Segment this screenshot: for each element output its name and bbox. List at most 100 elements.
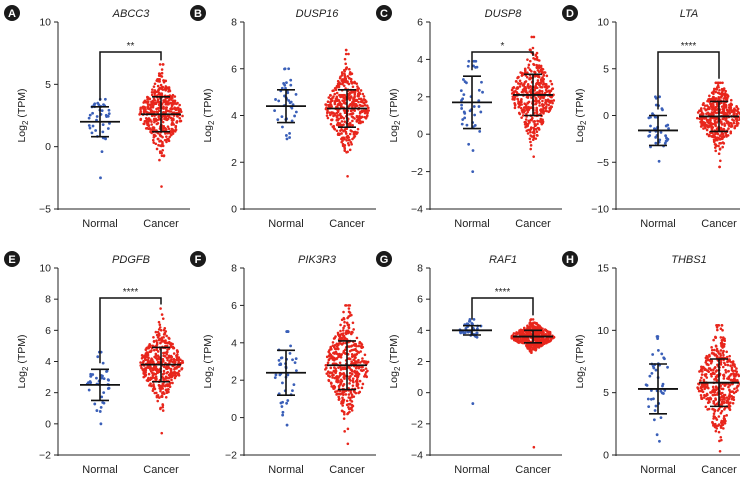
data-point bbox=[721, 365, 725, 369]
data-point bbox=[107, 112, 111, 116]
significance-label: **** bbox=[123, 287, 139, 298]
data-point bbox=[157, 328, 161, 331]
data-point bbox=[516, 340, 520, 343]
data-point bbox=[705, 124, 709, 127]
data-point bbox=[711, 134, 714, 138]
data-point bbox=[350, 330, 354, 334]
data-point bbox=[165, 138, 169, 141]
data-point bbox=[287, 67, 291, 71]
data-point bbox=[721, 117, 725, 121]
data-point bbox=[355, 119, 359, 122]
data-point bbox=[525, 90, 528, 94]
data-point bbox=[343, 57, 347, 61]
data-point bbox=[472, 105, 476, 108]
data-point bbox=[87, 381, 90, 385]
data-point bbox=[340, 71, 344, 74]
y-tick-label: 6 bbox=[45, 325, 51, 337]
y-tick-label: −4 bbox=[411, 204, 423, 216]
y-tick-label: 2 bbox=[417, 356, 423, 368]
y-tick-label: 5 bbox=[603, 63, 609, 75]
data-point bbox=[716, 328, 719, 332]
data-point bbox=[699, 113, 703, 116]
data-point bbox=[528, 90, 531, 93]
data-point bbox=[169, 359, 173, 363]
data-point bbox=[348, 148, 352, 152]
data-point bbox=[730, 110, 733, 114]
data-point bbox=[652, 418, 656, 422]
data-point bbox=[153, 391, 157, 395]
data-point bbox=[344, 331, 348, 334]
data-point bbox=[477, 99, 481, 103]
data-point bbox=[725, 396, 729, 399]
data-point bbox=[342, 316, 346, 320]
data-point bbox=[170, 118, 174, 122]
data-point bbox=[348, 103, 352, 107]
data-point bbox=[552, 335, 556, 339]
data-point bbox=[154, 330, 158, 334]
data-point bbox=[655, 433, 659, 437]
data-point bbox=[471, 402, 475, 405]
data-point bbox=[105, 369, 109, 373]
data-point bbox=[169, 373, 173, 376]
significance-bracket: * bbox=[471, 41, 534, 71]
data-point bbox=[526, 339, 530, 343]
y-tick-label: 8 bbox=[417, 263, 423, 275]
data-point bbox=[158, 323, 162, 327]
data-point bbox=[523, 86, 526, 90]
data-point bbox=[331, 376, 334, 379]
data-point bbox=[155, 348, 159, 352]
data-point bbox=[539, 64, 543, 68]
data-point bbox=[331, 125, 335, 129]
y-tick-label: −2 bbox=[411, 166, 423, 178]
data-point bbox=[154, 365, 158, 369]
data-point bbox=[360, 369, 364, 373]
data-point bbox=[539, 120, 543, 124]
data-point bbox=[293, 114, 296, 118]
data-point bbox=[539, 112, 542, 116]
data-point bbox=[526, 82, 530, 86]
series-cancer-points bbox=[696, 81, 740, 169]
data-point bbox=[730, 372, 733, 376]
data-point bbox=[653, 115, 657, 119]
data-point bbox=[149, 103, 152, 107]
data-point bbox=[724, 363, 727, 367]
data-point bbox=[728, 408, 732, 412]
data-point bbox=[709, 116, 713, 120]
data-point bbox=[529, 349, 533, 352]
data-point bbox=[363, 111, 367, 115]
data-point bbox=[351, 384, 355, 387]
data-point bbox=[350, 353, 354, 356]
data-point bbox=[328, 111, 332, 114]
data-point bbox=[700, 383, 704, 386]
data-point bbox=[155, 147, 159, 151]
data-point bbox=[335, 91, 339, 95]
data-point bbox=[160, 154, 164, 158]
panel-letter-badge: A bbox=[4, 5, 20, 21]
data-point bbox=[347, 393, 351, 396]
data-point bbox=[329, 93, 332, 97]
data-point bbox=[158, 158, 161, 162]
data-point bbox=[344, 48, 348, 52]
data-point bbox=[170, 123, 174, 126]
data-point bbox=[161, 63, 165, 66]
data-point bbox=[339, 378, 343, 382]
data-point bbox=[350, 103, 354, 107]
data-point bbox=[355, 384, 359, 388]
data-point bbox=[348, 67, 351, 71]
data-point bbox=[343, 430, 346, 433]
data-point bbox=[706, 384, 709, 388]
data-point bbox=[649, 389, 653, 392]
data-point bbox=[335, 352, 339, 356]
gene-title: LTA bbox=[680, 8, 699, 20]
series-cancer-summary bbox=[699, 100, 739, 133]
data-point bbox=[292, 383, 296, 387]
data-point bbox=[718, 352, 722, 356]
data-point bbox=[335, 376, 338, 379]
data-point bbox=[715, 369, 719, 372]
data-point bbox=[529, 147, 533, 151]
data-point bbox=[520, 116, 523, 119]
data-point bbox=[722, 353, 725, 357]
data-point bbox=[732, 395, 735, 399]
data-point bbox=[151, 344, 155, 348]
